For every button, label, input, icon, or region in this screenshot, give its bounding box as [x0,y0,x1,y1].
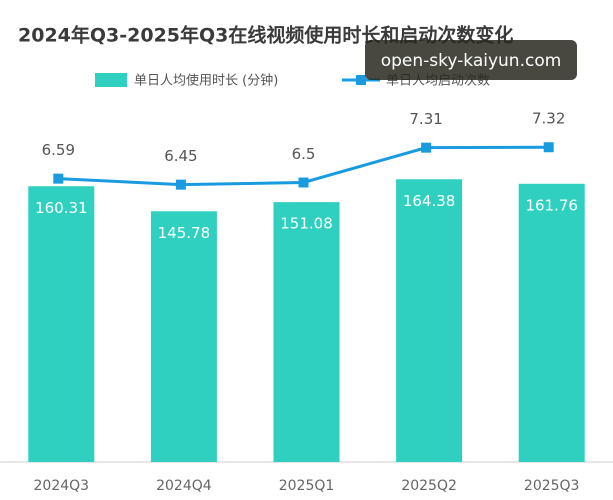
line-marker [543,142,554,153]
line-value-label: 7.32 [532,110,565,128]
line-marker [175,179,186,190]
x-tick-label: 2024Q4 [156,478,212,494]
x-tick-label: 2025Q2 [401,478,457,494]
bar-value-label: 161.76 [525,196,578,214]
x-tick-label: 2025Q1 [279,478,335,494]
bar [396,179,463,462]
bar-value-label: 160.31 [35,199,88,217]
watermark: open-sky-kaiyun.com [381,51,562,71]
x-tick-label: 2025Q3 [524,478,580,494]
bar-value-label: 164.38 [403,192,456,210]
legend-swatch [95,73,127,87]
line-value-label: 6.59 [42,141,75,159]
legend-swatch [356,75,366,85]
watermark-box [365,40,577,80]
bar [518,183,585,462]
bar [28,186,95,463]
line-marker [421,142,432,153]
x-tick-label: 2024Q3 [34,478,90,494]
line-value-label: 6.45 [164,147,197,165]
line-marker [53,173,64,184]
bar [273,202,340,462]
line-marker [298,177,309,188]
line-value-label: 6.5 [292,145,316,163]
line-value-label: 7.31 [409,110,442,128]
bar-value-label: 145.78 [158,224,211,242]
bar [150,211,217,462]
legend-label: 单日人均使用时长 (分钟) [134,73,278,89]
bar-value-label: 151.08 [280,215,333,233]
